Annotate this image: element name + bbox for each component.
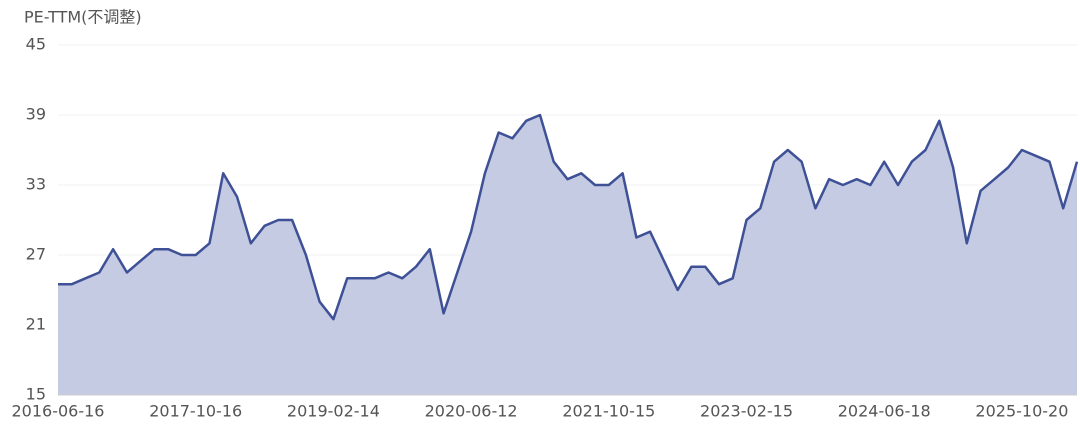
x-tick-label: 2021-10-15 <box>562 402 655 421</box>
x-tick-label: 2016-06-16 <box>12 402 105 421</box>
area <box>58 115 1077 395</box>
y-tick-label: 21 <box>26 315 46 334</box>
y-tick-label: 45 <box>26 35 46 54</box>
line <box>58 113 1079 321</box>
x-tick-label: 2017-10-16 <box>149 402 242 421</box>
x-tick-label: 2025-10-20 <box>975 402 1068 421</box>
x-tick-label: 2019-02-14 <box>287 402 380 421</box>
x-tick-label: 2024-06-18 <box>838 402 931 421</box>
x-tick-label: 2020-06-12 <box>425 402 518 421</box>
y-tick-label: 33 <box>26 175 46 194</box>
x-tick-label: 2023-02-15 <box>700 402 793 421</box>
y-tick-label: 27 <box>26 245 46 264</box>
y-tick-label: 39 <box>26 105 46 124</box>
y-tick-label: 15 <box>26 385 46 404</box>
chart-title: PE-TTM(不调整) <box>24 8 142 27</box>
